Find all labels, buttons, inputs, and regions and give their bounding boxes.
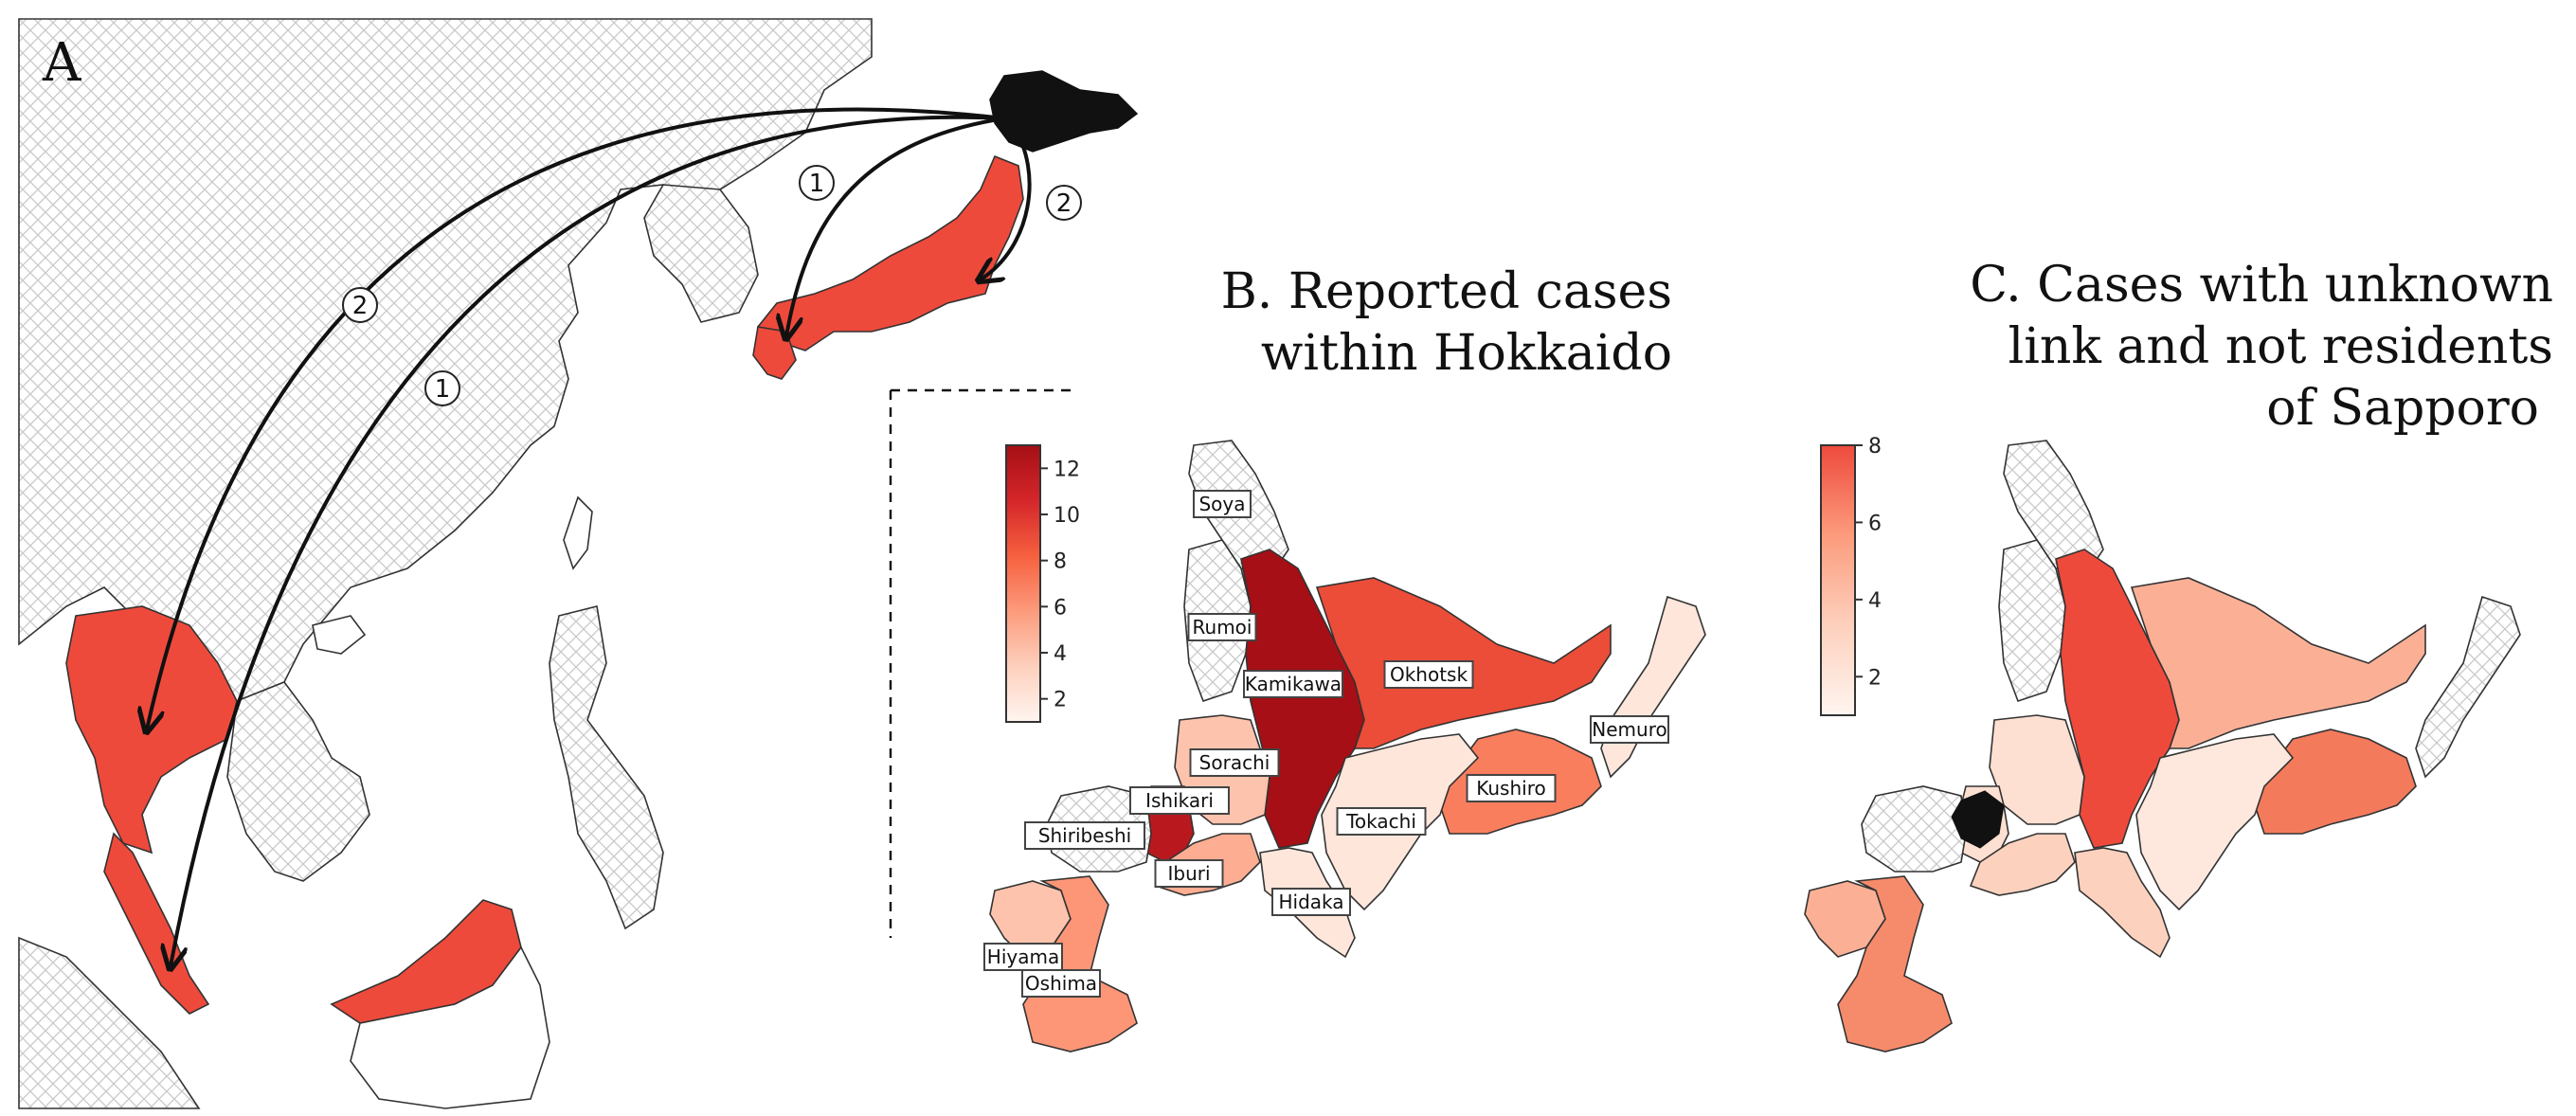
svg-text:Iburi: Iburi — [1167, 862, 1210, 885]
hokkaido-origin — [989, 70, 1139, 153]
panel-c-title-line1: C. Cases with unknown — [1970, 257, 2553, 314]
inset-dashed-frame — [889, 388, 1071, 938]
svg-text:Hidaka: Hidaka — [1278, 891, 1343, 913]
route-label-1-upper: 1 — [799, 165, 835, 201]
route-label-1-left: 1 — [424, 370, 460, 406]
hokkaido-regions-c — [1804, 440, 2521, 1053]
svg-text:Shiribeshi: Shiribeshi — [1038, 824, 1131, 847]
panel-c-title-line3: of Sapporo — [2266, 380, 2539, 437]
transmission-routes — [147, 107, 1032, 966]
region-label-rumoi: Rumoi — [1187, 613, 1257, 641]
colorbar-c-tick-label: 8 — [1868, 435, 1882, 459]
panel-c-title-line2: link and not residents — [2009, 318, 2553, 375]
taiwan — [563, 495, 593, 570]
region-c-okhotsk — [2130, 577, 2426, 749]
colorbar-c-tick-label: 6 — [1868, 512, 1882, 535]
region-label-nemuro: Nemuro — [1590, 715, 1669, 744]
route-arrow-to-thailand — [147, 107, 1005, 729]
region-label-hidaka: Hidaka — [1271, 888, 1351, 916]
svg-text:2: 2 — [1056, 189, 1072, 218]
region-c-rumoi — [1998, 539, 2066, 703]
region-label-kamikawa: Kamikawa — [1243, 670, 1343, 698]
japan-main-islands — [756, 154, 1024, 351]
route-label-2-left: 2 — [342, 287, 378, 323]
sapporo-area — [1951, 790, 2005, 849]
region-nemuro — [1600, 595, 1706, 779]
region-label-soya: Soya — [1193, 490, 1252, 518]
region-label-hiyama: Hiyama — [983, 943, 1063, 971]
region-c-iburi — [1969, 833, 2076, 896]
colorbar-b-tick-label: 2 — [1054, 689, 1067, 712]
panel-c-hokkaido-map: C. Cases with unknown link and not resid… — [1804, 257, 2553, 1053]
svg-text:Ishikari: Ishikari — [1145, 789, 1214, 812]
svg-text:Tokachi: Tokachi — [1345, 810, 1416, 833]
region-c-tokachi — [2135, 733, 2295, 911]
svg-text:2: 2 — [352, 292, 369, 320]
hainan — [312, 615, 367, 655]
hokkaido-region-labels: Soya Rumoi Kamikawa Okhotsk Nemuro Sorachi Ish… — [983, 490, 1669, 998]
colorbar-c-ticks: 8 6 4 2 — [1855, 435, 1882, 690]
svg-text:Soya: Soya — [1198, 493, 1245, 515]
svg-text:Kamikawa: Kamikawa — [1245, 673, 1342, 695]
region-label-okhotsk: Okhotsk — [1383, 660, 1474, 689]
panel-b-title-line1: B. Reported cases — [1221, 263, 1672, 320]
region-label-kushiro: Kushiro — [1466, 774, 1557, 802]
region-c-hidaka — [2074, 847, 2171, 959]
sumatra — [18, 936, 201, 1109]
colorbar-c-tick-label: 4 — [1868, 589, 1882, 613]
colorbar-b — [1005, 444, 1041, 723]
svg-text:Nemuro: Nemuro — [1592, 718, 1666, 741]
philippines — [549, 605, 664, 930]
panel-a-asia-map — [18, 18, 1139, 1109]
svg-text:Kushiro: Kushiro — [1476, 777, 1545, 800]
svg-text:1: 1 — [809, 170, 825, 198]
route-arrow-to-malaysia — [171, 115, 1005, 966]
route-label-2-upper: 2 — [1046, 185, 1082, 221]
region-c-shiribeshi — [1861, 785, 1967, 873]
route-arrow-to-kyushu — [786, 117, 1005, 336]
svg-text:Rumoi: Rumoi — [1193, 616, 1252, 639]
region-label-oshima: Oshima — [1021, 969, 1101, 998]
region-label-tokachi: Tokachi — [1336, 807, 1427, 836]
region-label-iburi: Iburi — [1154, 859, 1224, 888]
colorbar-b-tick-label: 8 — [1054, 550, 1067, 574]
colorbar-b-ticks: 12 10 8 6 4 2 — [1040, 458, 1080, 712]
region-c-nemuro — [2415, 595, 2521, 779]
panel-a-letter: A — [42, 32, 81, 94]
colorbar-c — [1820, 444, 1856, 716]
asia-mainland — [18, 18, 873, 702]
panel-b-title-line2: within Hokkaido — [1261, 325, 1672, 382]
colorbar-c-tick-label: 2 — [1868, 666, 1882, 690]
colorbar-b-tick-label: 10 — [1054, 504, 1080, 528]
region-label-ishikari: Ishikari — [1129, 786, 1230, 815]
colorbar-b-tick-label: 6 — [1054, 596, 1067, 620]
svg-text:Sorachi: Sorachi — [1199, 751, 1270, 774]
colorbar-b-tick-label: 12 — [1054, 458, 1080, 481]
region-label-sorachi: Sorachi — [1189, 748, 1280, 777]
svg-text:Oshima: Oshima — [1025, 972, 1097, 995]
svg-text:Okhotsk: Okhotsk — [1390, 663, 1468, 686]
region-oshima — [1022, 875, 1138, 1053]
panel-b-hokkaido-map: B. Reported cases within Hokkaido 12 10 8 6… — [983, 263, 1706, 1053]
hokkaido-regions-b — [989, 440, 1706, 1053]
route-arrow-to-honshu — [981, 126, 1032, 279]
region-c-oshima — [1837, 875, 1953, 1053]
svg-text:1: 1 — [435, 375, 451, 404]
route-number-labels: 1 2 2 1 — [342, 165, 1082, 406]
korean-peninsula — [643, 184, 759, 323]
borneo-rest — [350, 945, 550, 1109]
region-c-kamikawa — [2055, 549, 2180, 849]
svg-text:Hiyama: Hiyama — [987, 945, 1059, 968]
indochina — [226, 681, 370, 882]
region-label-shiribeshi: Shiribeshi — [1024, 821, 1145, 850]
colorbar-b-tick-label: 4 — [1054, 642, 1067, 666]
